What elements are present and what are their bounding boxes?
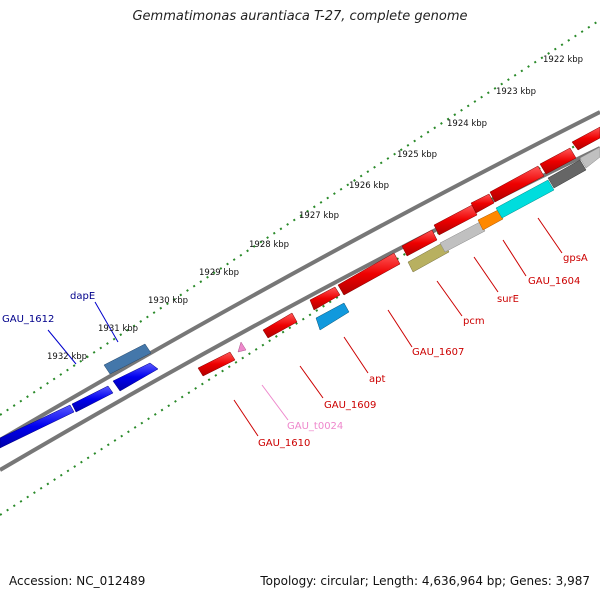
label-gpsA[interactable]: gpsA [563,253,588,264]
scale-label-7: 1929 kbp [199,268,239,278]
gene-GAU_1608[interactable] [309,286,341,311]
gene-surE[interactable] [477,209,504,231]
scale-label-2: 1924 kbp [447,119,487,129]
gene-red-outer-3[interactable] [470,193,495,214]
gene-dapE-body[interactable] [112,362,159,392]
label-GAU_1607[interactable]: GAU_1607 [412,347,464,358]
accession-text: Accession: NC_012489 [9,574,146,588]
gene-red-outer-1[interactable] [401,229,438,257]
label-GAU_1609[interactable]: GAU_1609 [324,400,376,411]
gene-GAU_1610[interactable] [197,351,236,377]
map-title: Gemmatimonas aurantiaca T-27, complete g… [132,9,468,24]
gene-gpsA[interactable] [547,159,587,189]
label-GAU_1610[interactable]: GAU_1610 [258,438,310,449]
gene-GAU_1607[interactable] [337,252,401,296]
gene-GAU_1612[interactable] [0,404,75,449]
label-GAU_1604[interactable]: GAU_1604 [528,276,580,287]
scale-label-1: 1923 kbp [496,87,536,97]
gene-dapE-segment[interactable] [103,343,152,375]
scale-labels: 1922 kbp 1923 kbp 1924 kbp 1925 kbp 1926 kbp… [47,55,583,362]
scale-label-6: 1928 kbp [249,240,289,250]
outer-scale-ring [0,19,600,416]
label-dapE[interactable]: dapE [70,291,95,302]
label-surE[interactable]: surE [497,294,519,305]
gene-apt[interactable] [315,302,350,331]
label-apt[interactable]: apt [369,374,385,385]
gene-red-outer-2[interactable] [433,204,478,236]
label-GAU_1612[interactable]: GAU_1612 [2,314,54,325]
gene-red-outer-4[interactable] [489,165,545,203]
scale-label-8: 1930 kbp [148,296,188,306]
gene-forward-block[interactable] [71,385,114,413]
gene-surE-grey[interactable] [439,221,486,253]
scale-label-10: 1932 kbp [47,352,87,362]
gene-GAU_1609[interactable] [262,312,298,339]
backbone-ring-outer [0,110,600,442]
scale-label-0: 1922 kbp [543,55,583,65]
genome-summary-text: Topology: circular; Length: 4,636,964 bp… [260,574,590,588]
label-pcm[interactable]: pcm [463,316,485,327]
gene-pcm[interactable] [407,241,450,273]
scale-label-4: 1926 kbp [349,181,389,191]
gene-red-outer-6[interactable] [571,126,600,151]
label-GAU_t0024[interactable]: GAU_t0024 [287,421,343,432]
scale-label-3: 1925 kbp [397,150,437,160]
scale-label-9: 1931 kbp [98,324,138,334]
scale-label-5: 1927 kbp [299,211,339,221]
gene-GAU_t0024[interactable] [237,341,247,353]
gene-grey-tail[interactable] [579,146,600,169]
gene-red-outer-5[interactable] [539,147,577,175]
gene-GAU_1604[interactable] [495,179,555,219]
leader-lines [47,217,563,437]
